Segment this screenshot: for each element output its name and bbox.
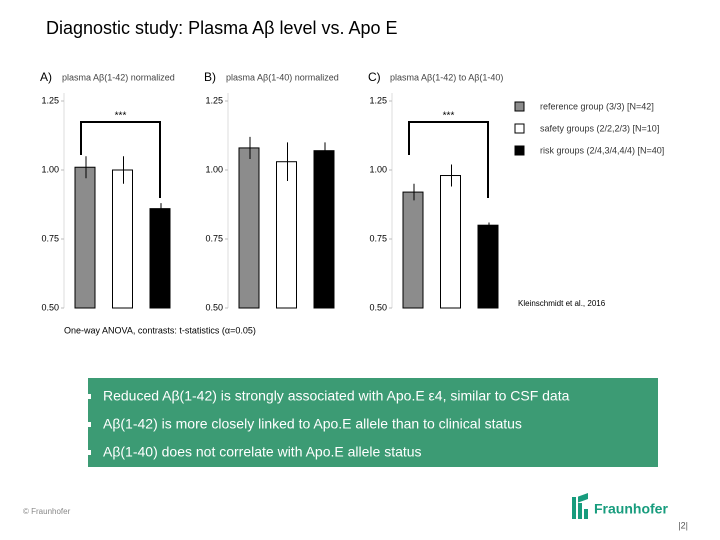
y-tick-label: 1.00 [41,164,59,174]
panel-label: B) [204,70,216,84]
summary-box [88,378,658,467]
bar [112,169,133,309]
bar [238,147,260,309]
y-tick-label: 1.00 [205,164,223,174]
bullet-text: Aβ(1-40) does not correlate with Apo.E a… [103,444,422,460]
slide-title: Diagnostic study: Plasma Aβ level vs. Ap… [46,18,398,38]
significance-label: *** [115,111,127,122]
y-tick-label: 0.75 [41,233,59,243]
bar [440,175,461,309]
bar [402,191,424,309]
panel-title: plasma Aβ(1-42) to Aβ(1-40) [390,72,503,82]
bullet-marker [86,450,91,455]
legend-label: risk groups (2/4,3/4,4/4) [N=40] [540,145,664,155]
bullet-text: Reduced Aβ(1-42) is strongly associated … [103,388,570,404]
panel-title: plasma Aβ(1-42) normalized [62,72,175,82]
y-tick-label: 1.25 [41,95,59,105]
y-tick-label: 0.50 [205,302,223,312]
bullet-marker [86,394,91,399]
y-tick-label: 0.50 [41,302,59,312]
bar [276,161,297,309]
legend-swatch [514,145,525,156]
note: One-way ANOVA, contrasts: t-statistics (… [64,325,256,335]
y-tick-label: 0.50 [369,302,387,312]
legend-swatch [514,123,525,134]
bullet-text: Aβ(1-42) is more closely linked to Apo.E… [103,416,522,432]
citation: Kleinschmidt et al., 2016 [518,299,606,308]
bar [477,224,499,309]
legend-label: safety groups (2/2,2/3) [N=10] [540,123,659,133]
logo-mark [572,492,588,519]
bar [313,150,335,309]
y-tick-label: 1.25 [369,95,387,105]
y-tick-label: 1.25 [205,95,223,105]
panel-title: plasma Aβ(1-40) normalized [226,72,339,82]
page-number: |2| [678,520,688,530]
legend-label: reference group (3/3) [N=42] [540,101,654,111]
bar [74,166,96,309]
significance-bracket [408,121,489,198]
y-tick-label: 0.75 [369,233,387,243]
bullet-marker [86,422,91,427]
y-tick-label: 1.00 [369,164,387,174]
y-tick-label: 0.75 [205,233,223,243]
significance-bracket [80,121,161,198]
legend-swatch [514,101,525,112]
panel-label: C) [368,70,381,84]
footer: © Fraunhofer [23,507,71,516]
significance-label: *** [443,111,455,122]
logo-text: Fraunhofer [594,501,668,517]
panel-label: A) [40,70,52,84]
bar [149,208,171,309]
